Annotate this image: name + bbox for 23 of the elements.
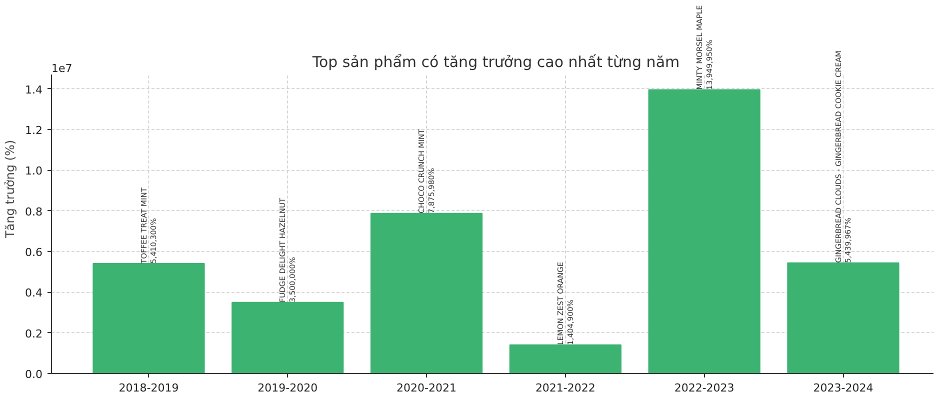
y-axis-title: Tăng trưởng (%) <box>3 140 18 240</box>
bar <box>509 344 622 374</box>
y-tick-label: 0.8 <box>25 205 43 218</box>
bar <box>370 212 483 374</box>
bar <box>92 262 205 374</box>
bar <box>232 302 344 374</box>
x-tick-label: 2021-2022 <box>535 382 596 394</box>
y-tick-label: 1.4 <box>25 83 43 96</box>
x-tick-label: 2019-2020 <box>258 382 318 394</box>
x-tick-label: 2018-2019 <box>118 382 179 394</box>
y-tick-label: 0.4 <box>25 286 43 300</box>
y-tick-label: 1.2 <box>25 124 43 137</box>
bar <box>787 262 900 374</box>
x-tick-label: 2023-2024 <box>813 382 874 394</box>
bar <box>648 89 760 374</box>
y-tick-label: 0.2 <box>25 327 43 340</box>
x-tick-label: 2020-2021 <box>396 382 457 394</box>
x-tick-label: 2022-2023 <box>674 382 734 394</box>
y-tick-label: 0.0 <box>25 368 43 381</box>
chart-title: Top sản phẩm có tăng trưởng cao nhất từng năm <box>311 52 680 71</box>
y-tick-label: 0.6 <box>25 246 43 259</box>
annotation: 1e7 <box>52 62 72 75</box>
y-tick-label: 1.0 <box>25 164 43 178</box>
